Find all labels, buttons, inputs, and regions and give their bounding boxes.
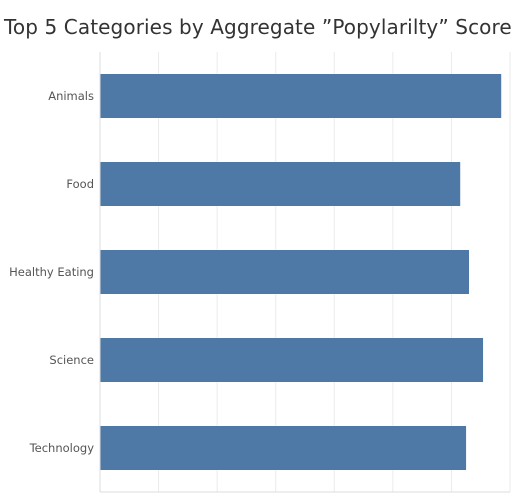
category-label: Food <box>66 177 94 191</box>
bar-food[interactable] <box>100 162 461 206</box>
chart-title: Top 5 Categories by Aggregate ”Popylaril… <box>4 15 512 39</box>
bar-science[interactable] <box>100 338 484 382</box>
category-label: Healthy Eating <box>9 265 94 279</box>
bar-technology[interactable] <box>100 426 467 470</box>
bar-animals[interactable] <box>100 74 502 118</box>
bars <box>100 74 502 470</box>
category-labels: Animals Food Healthy Eating Science Technolo… <box>9 89 94 455</box>
bar-healthy-eating[interactable] <box>100 250 469 294</box>
axes <box>99 52 510 493</box>
category-label: Animals <box>48 89 94 103</box>
category-label: Science <box>49 353 94 367</box>
category-label: Technology <box>29 441 95 455</box>
